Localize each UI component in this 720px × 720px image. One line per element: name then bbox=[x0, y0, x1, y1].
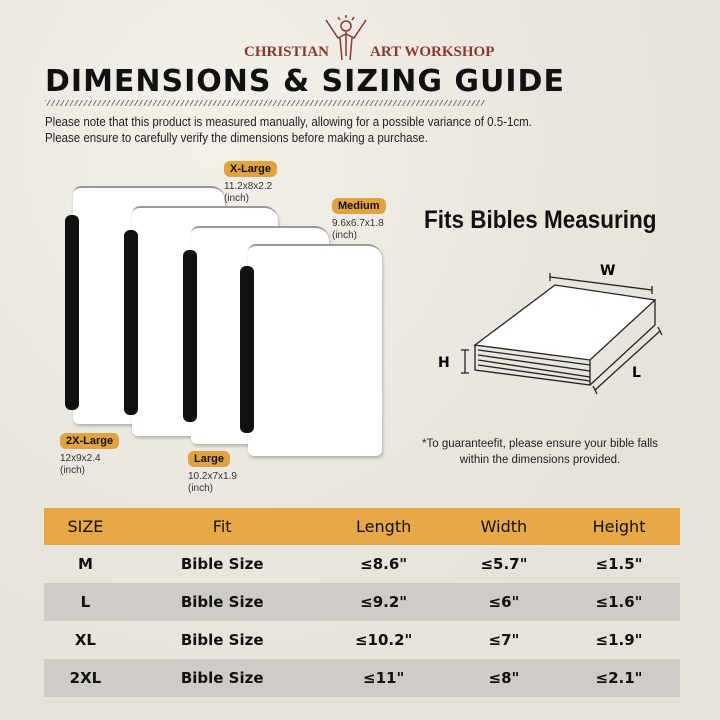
size-unit: (inch) bbox=[332, 230, 358, 241]
cell: ≤1.5" bbox=[595, 555, 643, 573]
header-size: SIZE bbox=[44, 508, 127, 545]
header-fit: Fit bbox=[126, 508, 318, 545]
handle-icon bbox=[65, 215, 79, 410]
size-dims: 12x9x2.4 bbox=[60, 453, 101, 464]
length-label: L bbox=[632, 365, 641, 381]
note-line: Please note that this product is measure… bbox=[45, 115, 532, 129]
size-badge: 2X-Large bbox=[60, 433, 120, 449]
cell: XL bbox=[74, 631, 96, 649]
header-length: Length bbox=[317, 508, 450, 545]
cell: ≤10.2" bbox=[354, 631, 413, 649]
size-unit: (inch) bbox=[224, 193, 250, 204]
header-width: Width bbox=[449, 508, 559, 545]
size-label-xl: X-Large 11.2x8x2.2 (inch) bbox=[224, 159, 277, 205]
width-label: W bbox=[600, 263, 615, 279]
table-row: 2XL Bible Size ≤11" ≤8" ≤2.1" bbox=[44, 659, 680, 697]
cell: ≤6" bbox=[449, 583, 559, 621]
cell: ≤11" bbox=[317, 659, 450, 697]
cell: ≤1.9" bbox=[595, 631, 643, 649]
size-dims: 10.2x7x1.9 bbox=[188, 471, 237, 482]
brand-left: CHRISTIAN bbox=[244, 44, 330, 60]
cell: ≤7" bbox=[488, 631, 520, 649]
size-label-2xl: 2X-Large 12x9x2.4 (inch) bbox=[60, 431, 120, 477]
handle-icon bbox=[124, 230, 138, 415]
cell: Bible Size bbox=[180, 555, 264, 573]
cell: Bible Size bbox=[126, 583, 318, 621]
guarantee-line: within the dimensions provided. bbox=[459, 454, 621, 466]
cell: L bbox=[44, 583, 127, 621]
table-row: M Bible Size ≤8.6" ≤5.7" ≤1.5" bbox=[44, 545, 680, 583]
guarantee-note: *To guaranteefit, please ensure your bib… bbox=[400, 436, 680, 468]
cell: 2XL bbox=[44, 659, 127, 697]
height-label: H bbox=[438, 355, 450, 371]
header-height: Height bbox=[558, 508, 680, 545]
case-medium bbox=[248, 244, 382, 456]
size-label-medium: Medium 9.6x6.7x1.8 (inch) bbox=[332, 196, 386, 242]
size-label-large: Large 10.2x7x1.9 (inch) bbox=[188, 449, 237, 495]
jesus-logo-icon bbox=[325, 15, 367, 61]
size-badge: X-Large bbox=[224, 161, 277, 177]
cell: Bible Size bbox=[126, 659, 318, 697]
size-dims: 9.6x6.7x1.8 bbox=[332, 218, 384, 229]
cell: ≤8.6" bbox=[360, 555, 408, 573]
book-diagram: W H L bbox=[438, 263, 663, 395]
table-row: L Bible Size ≤9.2" ≤6" ≤1.6" bbox=[44, 583, 680, 621]
handle-icon bbox=[183, 250, 197, 422]
size-badge: Medium bbox=[332, 198, 386, 214]
guarantee-line: *To guaranteefit, please ensure your bib… bbox=[422, 438, 658, 450]
handle-icon bbox=[240, 266, 254, 433]
cell: ≤5.7" bbox=[480, 555, 528, 573]
size-unit: (inch) bbox=[60, 465, 86, 476]
table-header: SIZE Fit Length Width Height bbox=[44, 508, 680, 545]
size-unit: (inch) bbox=[188, 483, 214, 494]
cell: ≤1.6" bbox=[558, 583, 680, 621]
divider bbox=[45, 100, 485, 106]
page-title: DIMENSIONS & SIZING GUIDE bbox=[45, 64, 565, 99]
cell: Bible Size bbox=[180, 631, 264, 649]
cell: ≤2.1" bbox=[558, 659, 680, 697]
cell: ≤9.2" bbox=[317, 583, 450, 621]
note-line: Please ensure to carefully verify the di… bbox=[45, 131, 428, 145]
size-dims: 11.2x8x2.2 bbox=[224, 181, 273, 192]
cell: M bbox=[77, 555, 93, 573]
size-table: SIZE Fit Length Width Height M Bible Size… bbox=[44, 508, 680, 697]
cell: ≤8" bbox=[449, 659, 559, 697]
size-badge: Large bbox=[188, 451, 230, 467]
table-row: XL Bible Size ≤10.2" ≤7" ≤1.9" bbox=[44, 621, 680, 659]
fits-title: Fits Bibles Measuring bbox=[424, 206, 657, 234]
brand-right: ART WORKSHOP bbox=[370, 44, 495, 60]
